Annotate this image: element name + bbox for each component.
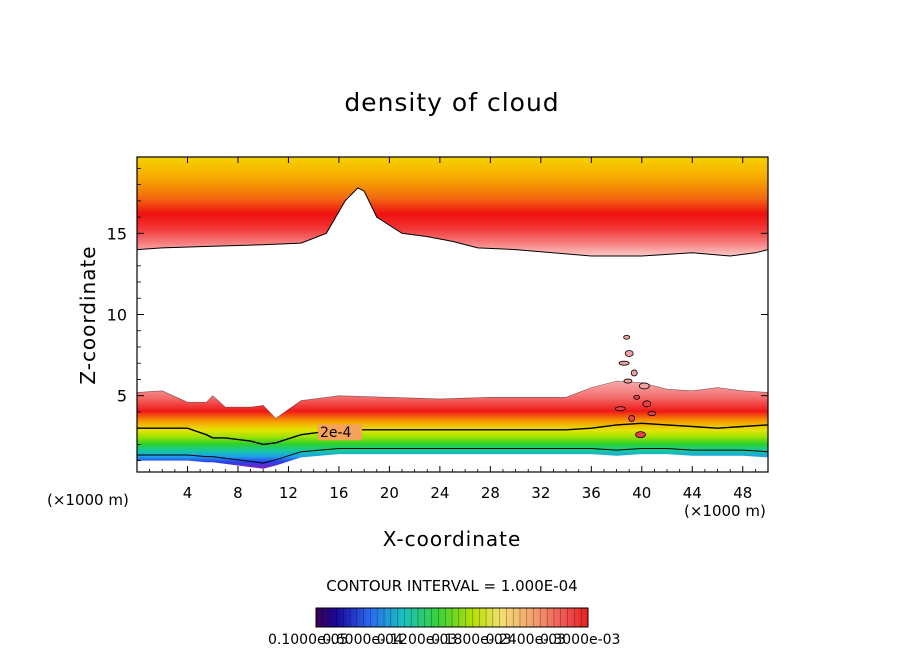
scatter-blob — [633, 394, 641, 400]
colorbar-label: 0.6000e-04 — [322, 632, 403, 648]
scatter-blob — [642, 400, 652, 408]
scatter-blob — [630, 369, 638, 377]
colorbar-label: 0.1800e-03 — [431, 632, 512, 648]
x-axis-label: X-coordinate — [382, 527, 522, 551]
contour-label-background — [317, 424, 362, 441]
x-tick-label: 48 — [733, 484, 752, 502]
y-tick-label: 5 — [117, 387, 127, 406]
scatter-blob — [618, 360, 630, 366]
x-tick-label: 4 — [183, 484, 193, 502]
colorbar-label: 0.2400e-03 — [485, 632, 567, 648]
x-tick-label: 40 — [632, 484, 651, 502]
scatter-blob — [638, 382, 650, 390]
x-tick-label: 8 — [233, 484, 243, 502]
upper-cloud-base-contour — [137, 187, 768, 257]
scattered-contour-blobs — [614, 334, 657, 439]
scatter-blob — [623, 378, 633, 384]
scatter-blob — [623, 334, 631, 340]
y-axis-label: Z-coordinate — [76, 245, 100, 385]
contour-label: 2e-4 — [320, 425, 352, 441]
upper-cloud-band — [137, 157, 768, 256]
colorbar-label: 0.1000e-05 — [268, 632, 349, 648]
lower-cloud-band — [137, 381, 768, 469]
y-tick-label: 10 — [107, 306, 127, 325]
lower-cloud-base-contour — [137, 448, 768, 464]
colorbar-dividers — [322, 608, 582, 627]
chart-title: density of cloud — [344, 88, 560, 117]
scatter-blob — [635, 431, 646, 439]
scatter-blob — [614, 406, 626, 412]
scatter-blob — [647, 411, 657, 416]
scatter-blob — [628, 415, 636, 422]
x-unit-left: (×1000 m) — [47, 491, 129, 509]
colorbar-label: 0.1200e-03 — [376, 632, 458, 648]
x-axis-ticks: 4 8 12 16 20 24 28 32 36 40 44 48 — [149, 157, 756, 502]
x-tick-label: 20 — [380, 484, 399, 502]
contour-interval-text: CONTOUR INTERVAL = 1.000E-04 — [326, 577, 578, 595]
scatter-blob — [624, 350, 634, 357]
contour-line-2e-4 — [137, 422, 768, 446]
x-tick-label: 24 — [430, 484, 449, 502]
y-tick-label: 15 — [107, 224, 127, 243]
x-tick-label: 44 — [683, 484, 702, 502]
y-axis-ticks: 5 10 15 — [107, 167, 768, 462]
x-tick-label: 16 — [329, 484, 348, 502]
x-tick-label: 12 — [279, 484, 298, 502]
x-tick-label: 32 — [531, 484, 550, 502]
x-unit-right: (×1000 m) — [684, 502, 766, 520]
x-tick-label: 28 — [481, 484, 500, 502]
lower-cloud-top-contour — [137, 380, 768, 419]
x-tick-label: 36 — [582, 484, 601, 502]
colorbar-label: 0.3000e-03 — [540, 632, 621, 648]
